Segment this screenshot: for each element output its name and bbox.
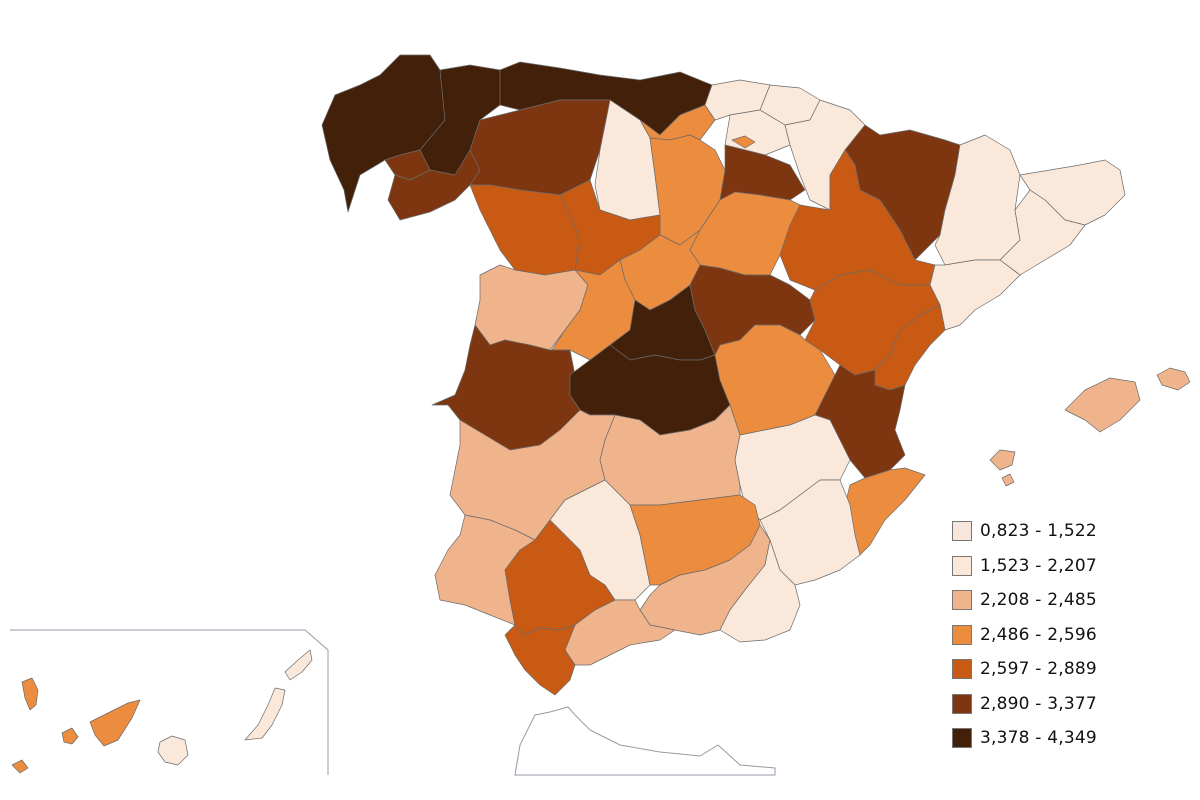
legend-label: 2,208 - 2,485 — [980, 590, 1097, 611]
island-fuerteventura — [244, 687, 286, 741]
legend-swatch — [952, 659, 972, 680]
legend-swatch — [952, 693, 972, 714]
legend-label: 1,523 - 2,207 — [980, 555, 1097, 576]
legend-item: 2,890 - 3,377 — [952, 687, 1192, 722]
province-malaga — [564, 599, 676, 666]
legend-swatch — [952, 624, 972, 645]
legend-label: 0,823 - 1,522 — [980, 521, 1097, 542]
legend-swatch — [952, 555, 972, 576]
legend-label: 2,890 - 3,377 — [980, 693, 1097, 714]
morocco-coast-outline — [514, 706, 776, 776]
province-barcelona — [999, 189, 1086, 276]
legend-label: 2,486 - 2,596 — [980, 624, 1097, 645]
province-almeria — [719, 539, 801, 643]
legend-swatch — [952, 590, 972, 611]
legend-item: 1,523 - 2,207 — [952, 549, 1192, 584]
island-formentera — [1001, 473, 1015, 487]
legend-item: 2,597 - 2,889 — [952, 652, 1192, 687]
province-tarragona — [929, 259, 1021, 331]
island-tenerife — [89, 699, 141, 747]
legend: 0,823 - 1,522 1,523 - 2,207 2,208 - 2,48… — [952, 514, 1192, 756]
island-mallorca — [1064, 377, 1141, 433]
legend-label: 3,378 - 4,349 — [980, 728, 1097, 749]
island-menorca — [1156, 367, 1191, 391]
island-ibiza — [989, 449, 1016, 471]
island-gran-canaria — [157, 735, 189, 766]
canary-inset-border — [10, 629, 329, 775]
legend-label: 2,597 - 2,889 — [980, 659, 1097, 680]
province-cadiz — [504, 624, 576, 696]
legend-item: 2,208 - 2,485 — [952, 583, 1192, 618]
legend-swatch — [952, 521, 972, 542]
island-la-palma — [21, 677, 39, 711]
legend-swatch — [952, 728, 972, 749]
legend-item: 3,378 - 4,349 — [952, 721, 1192, 756]
island-lanzarote — [284, 649, 313, 681]
legend-item: 0,823 - 1,522 — [952, 514, 1192, 549]
legend-item: 2,486 - 2,596 — [952, 618, 1192, 653]
island-la-gomera — [61, 727, 79, 745]
province-navarra — [784, 99, 866, 211]
enclave-trevino — [731, 135, 756, 149]
island-el-hierro — [11, 759, 29, 774]
